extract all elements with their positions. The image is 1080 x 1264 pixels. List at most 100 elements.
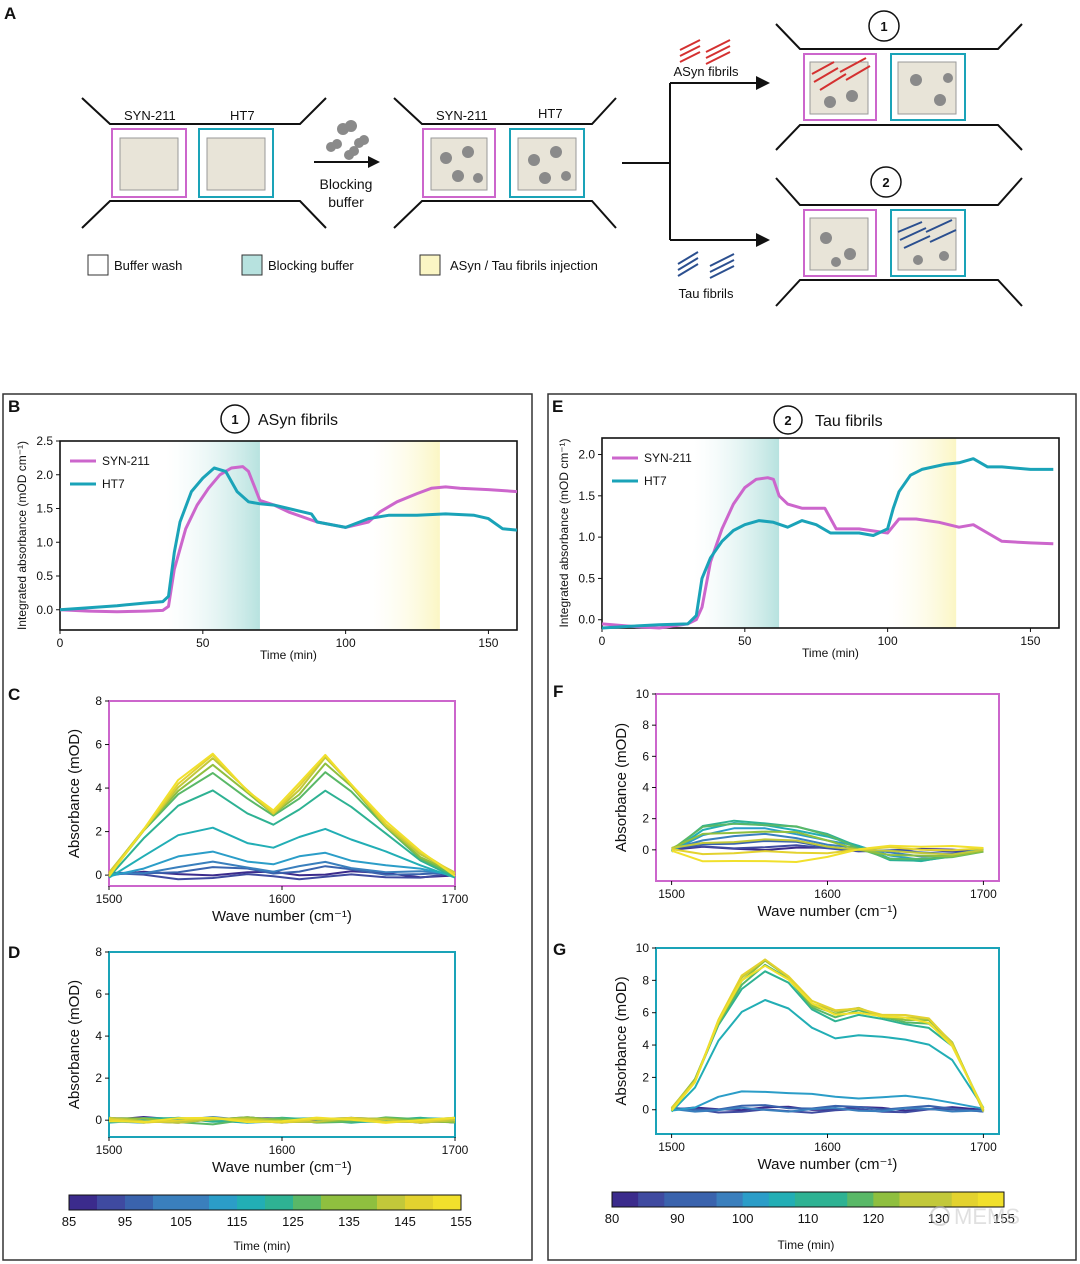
colorbar-cell (977, 1192, 1005, 1207)
x-axis-label: Wave number (cm⁻¹) (758, 1156, 898, 1173)
x-tick-label: 1700 (442, 1143, 469, 1157)
y-tick-label: 0.5 (578, 571, 595, 585)
colorbar-tick-label: 90 (670, 1211, 684, 1226)
series-line-ht7 (59, 466, 518, 612)
colorbar-cell (794, 1192, 822, 1207)
chart-f-spectra-syn211-tau: 1500 1600 1700 0 2 4 6 8 10 Wave number (cm⁻¹) Abs… (613, 687, 1000, 920)
y-tick-label: 2.0 (578, 448, 595, 462)
left-column-frame (2, 393, 533, 1261)
colorbar-cell (237, 1195, 266, 1210)
colorbar-cell (768, 1192, 796, 1207)
y-tick-label: 0.0 (578, 613, 595, 627)
x-axis-label: Wave number (cm⁻¹) (758, 903, 898, 920)
spectrum-line (108, 860, 456, 875)
x-tick-label: 1600 (269, 892, 296, 906)
x-tick-label: 0 (599, 634, 606, 648)
colorbar-tick-label: 125 (282, 1214, 304, 1229)
y-tick-label: 8 (95, 945, 102, 959)
spectrum-line (671, 846, 984, 856)
blocking-protein-icon (326, 120, 369, 160)
colorbar-left-label: Time (min) (234, 1239, 291, 1253)
colorbar-cell (181, 1195, 210, 1210)
legend-label-ht7: HT7 (644, 474, 667, 488)
shaded-region-injection (368, 441, 440, 630)
panel-a-letter: A (4, 4, 16, 23)
colorbar-cell (433, 1195, 462, 1210)
plot-frame (601, 437, 1060, 629)
colorbar-cell (377, 1195, 406, 1210)
blocking-step: Blocking buffer (314, 120, 380, 210)
right-column-frame (547, 393, 1077, 1261)
spectrum-line (108, 865, 456, 876)
x-axis-label: Time (min) (260, 648, 317, 662)
colorbar-cell (153, 1195, 182, 1210)
legend-label-syn-211: SYN-211 (102, 454, 150, 468)
colorbar-cell (125, 1195, 154, 1210)
y-tick-label: 4 (95, 1029, 102, 1043)
spectrum-line (670, 959, 985, 1112)
spectrum-line (108, 872, 456, 881)
colorbar-tick-label: 85 (62, 1214, 76, 1229)
colorbar-cell (690, 1192, 718, 1207)
ht7-sensor-frame (198, 128, 274, 198)
label-ht7: HT7 (230, 108, 255, 123)
spectrum-line (671, 844, 984, 863)
label-ht7-2: HT7 (538, 106, 563, 121)
tau-fibrils-label: Tau fibrils (679, 286, 734, 301)
y-tick-label: 1.5 (36, 502, 53, 516)
x-tick-label: 1700 (970, 887, 997, 901)
x-tick-label: 50 (196, 636, 210, 650)
chart-b-time-course-asyn: 0 50 100 150 0.0 0.5 1.0 1.5 2.0 2.5 Time (min) Int… (15, 434, 518, 662)
legend-fibril-injection: ASyn / Tau fibrils injection (450, 258, 598, 273)
y-tick-label: 0 (95, 1113, 102, 1127)
y-tick-label: 8 (642, 973, 649, 987)
legend-label-syn-211: SYN-211 (644, 451, 692, 465)
spectrum-line (108, 771, 456, 877)
y-tick-label: 4 (642, 781, 649, 795)
legend-buffer-wash: Buffer wash (114, 258, 182, 273)
colorbar-cell (321, 1195, 350, 1210)
y-tick-label: 0 (95, 868, 102, 882)
y-tick-label: 1.5 (578, 489, 595, 503)
panel-e-letter: E (552, 397, 563, 416)
colorbar-cell (209, 1195, 238, 1210)
colorbar-tick-label: 120 (862, 1211, 884, 1226)
panel-a-legend: Buffer wash Blocking buffer ASyn / Tau f… (87, 254, 598, 276)
spectrum-line (671, 1090, 984, 1112)
y-tick-label: 10 (636, 687, 650, 701)
colorbar-cell (742, 1192, 770, 1207)
chart-c-spectra-syn211-asyn: 1500 1600 1700 0 2 4 6 8 Wave number (cm⁻¹) Absor… (66, 694, 469, 925)
y-tick-label: 8 (95, 694, 102, 708)
spectrum-line (671, 838, 984, 856)
spectrum-line (670, 963, 985, 1111)
x-tick-label: 50 (738, 634, 752, 648)
spectrum-line (108, 756, 456, 874)
y-tick-label: 6 (642, 1006, 649, 1020)
y-tick-label: 4 (95, 781, 102, 795)
y-tick-label: 2 (642, 1070, 649, 1084)
colorbar-frame (611, 1191, 1005, 1208)
colorbar-right: 80 90 100 110 120 130 155 (605, 1191, 1015, 1226)
y-tick-label: 2 (95, 1071, 102, 1085)
syn211-sensor-frame (111, 128, 187, 198)
spectrum-line (108, 752, 456, 877)
colorbar-tick-label: 115 (227, 1214, 248, 1229)
y-tick-label: 2.5 (36, 434, 53, 448)
panel-c-letter: C (8, 685, 20, 704)
x-tick-label: 1700 (970, 1140, 997, 1154)
series-line-ht7 (601, 457, 1054, 630)
x-tick-label: 1600 (269, 1143, 296, 1157)
spectrum-line (108, 1116, 456, 1124)
y-tick-label: 4 (642, 1038, 649, 1052)
series-line-syn-211 (601, 476, 1054, 630)
colorbar-tick-label: 110 (798, 1211, 819, 1226)
colorbar-cell (951, 1192, 979, 1207)
y-axis-label: Absorbance (mOD) (66, 729, 83, 858)
y-axis-label: Absorbance (mOD) (613, 976, 630, 1105)
path2-number: 2 (882, 175, 889, 190)
plot-frame (108, 951, 456, 1138)
panel-b-letter: B (8, 397, 20, 416)
y-tick-label: 1.0 (578, 530, 595, 544)
watermark-text: MEMS (954, 1204, 1020, 1229)
